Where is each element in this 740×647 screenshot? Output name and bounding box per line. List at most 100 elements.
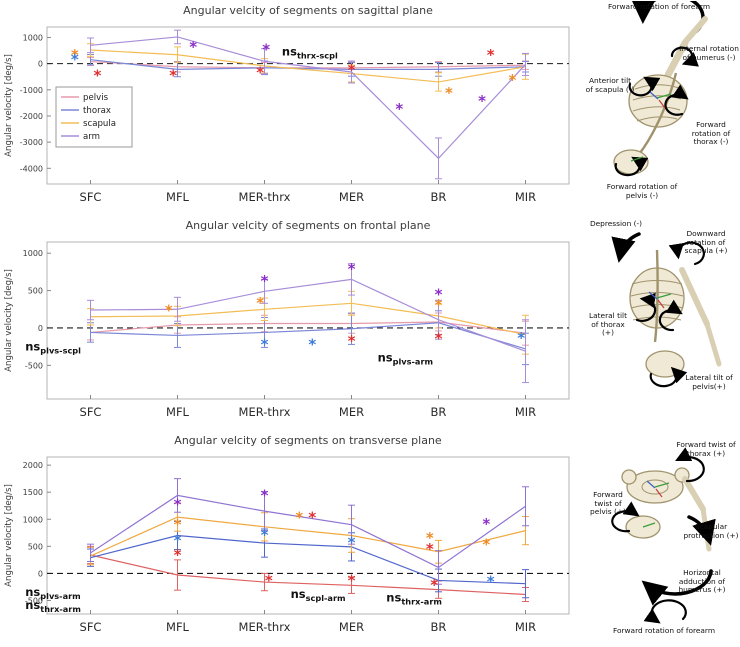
svg-text:*: * [478, 92, 486, 110]
svg-text:*: * [169, 66, 177, 84]
svg-text:*: * [395, 100, 403, 118]
svg-text:*: * [348, 260, 356, 278]
svg-text:1500: 1500 [23, 488, 43, 497]
svg-text:*: * [256, 294, 264, 312]
svg-text:*: * [94, 67, 102, 85]
svg-text:BR: BR [431, 190, 447, 204]
row-sagittal: Angular velcity of segments on sagittal … [0, 1, 740, 216]
sagittal-skeleton-graphic [613, 1, 708, 177]
svg-text:-500: -500 [25, 361, 43, 370]
annotation-forward-rotation-of-pelvis: Forward rotation of pelvis (-) [606, 182, 678, 200]
svg-text:nsthrx-arm: nsthrx-arm [25, 598, 81, 614]
svg-text:Angular velcity of segments on: Angular velcity of segments on transvers… [174, 434, 442, 447]
svg-text:MIR: MIR [515, 405, 536, 419]
row-transverse: Angular velcity of segments on transvers… [0, 431, 740, 646]
svg-text:*: * [487, 573, 495, 591]
svg-text:Angular velocity [deg/s]: Angular velocity [deg/s] [4, 484, 14, 587]
svg-text:SFC: SFC [80, 405, 102, 419]
transverse-plane-illustration: Forward twist of thorax (+) Forward twis… [585, 431, 740, 646]
svg-text:*: * [261, 526, 269, 544]
svg-text:Angular velcity of segments on: Angular velcity of segments on sagittal … [183, 4, 433, 17]
annotation-forward-twist-of-thorax: Forward twist of thorax (+) [676, 440, 736, 458]
svg-text:*: * [509, 71, 517, 89]
sagittal-plane-chart: Angular velcity of segments on sagittal … [4, 4, 570, 204]
svg-text:*: * [174, 531, 182, 549]
svg-text:*: * [348, 534, 356, 552]
svg-text:*: * [426, 540, 434, 558]
svg-text:MFL: MFL [166, 620, 190, 634]
annotation-horizontal-adduction-of-humerus: Horizontal adduction of humerus (+) [678, 568, 726, 595]
annotation-forward-rotation-of-forearm: Forward rotation of forearm [612, 626, 716, 635]
transverse-plane-chart: Angular velcity of segments on transvers… [4, 434, 570, 634]
svg-text:*: * [435, 330, 443, 348]
row-frontal: Angular velcity of segments on frontal p… [0, 216, 740, 431]
annotation-lateral-tilt-of-thorax: Lateral tilt of thorax (+) [589, 311, 627, 338]
svg-text:SFC: SFC [80, 190, 102, 204]
svg-text:SFC: SFC [80, 620, 102, 634]
svg-text:0: 0 [38, 569, 43, 578]
svg-text:*: * [71, 51, 79, 69]
svg-text:2000: 2000 [23, 461, 43, 470]
transverse-skeleton-graphic [611, 447, 716, 624]
svg-text:MER-thrx: MER-thrx [239, 405, 291, 419]
svg-text:*: * [261, 336, 269, 354]
svg-text:BR: BR [431, 405, 447, 419]
svg-text:scapula: scapula [83, 119, 116, 129]
svg-text:MER: MER [339, 190, 364, 204]
svg-text:nsplvs-arm: nsplvs-arm [25, 585, 80, 601]
svg-text:*: * [348, 571, 356, 589]
svg-text:MER: MER [339, 405, 364, 419]
svg-text:pelvis: pelvis [83, 93, 109, 103]
svg-text:MIR: MIR [515, 620, 536, 634]
svg-text:nsscpl-arm: nsscpl-arm [291, 587, 346, 603]
svg-text:*: * [308, 509, 316, 527]
svg-text:500: 500 [28, 542, 43, 551]
frontal-plane-chart: Angular velcity of segments on frontal p… [4, 219, 570, 419]
svg-text:*: * [265, 571, 273, 589]
svg-text:*: * [256, 64, 264, 82]
svg-text:*: * [435, 296, 443, 314]
svg-text:thorax: thorax [83, 106, 111, 116]
svg-text:1000: 1000 [23, 515, 43, 524]
svg-text:0: 0 [38, 324, 43, 333]
svg-text:*: * [295, 509, 303, 527]
svg-text:*: * [165, 301, 173, 319]
svg-text:*: * [435, 286, 443, 304]
annotation-forward-twist-of-pelvis: Forward twist of pelvis (+) [590, 490, 626, 517]
svg-text:BR: BR [431, 620, 447, 634]
svg-text:*: * [189, 38, 197, 56]
svg-text:MER: MER [339, 620, 364, 634]
svg-text:MIR: MIR [515, 190, 536, 204]
svg-text:nsplvs-scpl: nsplvs-scpl [25, 339, 81, 355]
annotation-scapular-protraction: Scapular protraction (+) [683, 522, 739, 540]
svg-text:-1000: -1000 [20, 86, 43, 95]
svg-text:-4000: -4000 [20, 164, 43, 173]
svg-text:*: * [487, 46, 495, 64]
svg-text:MER-thrx: MER-thrx [239, 620, 291, 634]
svg-text:Angular velcity of segments on: Angular velcity of segments on frontal p… [186, 219, 431, 232]
annotation-depression: Depression (-) [589, 219, 643, 228]
svg-text:*: * [174, 516, 182, 534]
svg-text:MFL: MFL [166, 405, 190, 419]
svg-text:*: * [517, 329, 525, 347]
svg-text:MER-thrx: MER-thrx [239, 190, 291, 204]
svg-text:*: * [308, 336, 316, 354]
svg-text:500: 500 [28, 287, 43, 296]
annotation-downward-rotation-of-scapula: Downward rotation of scapula (+) [684, 229, 728, 256]
svg-text:Angular velocity [deg/s]: Angular velocity [deg/s] [4, 54, 14, 157]
svg-text:0: 0 [38, 60, 43, 69]
svg-text:*: * [348, 332, 356, 350]
svg-text:nsplvs-arm: nsplvs-arm [378, 351, 433, 367]
svg-text:*: * [174, 496, 182, 514]
annotation-forward-rotation-of-thorax: Forward rotation of thorax (-) [691, 120, 731, 147]
svg-text:*: * [174, 546, 182, 564]
annotation-lateral-tilt-of-pelvis: Lateral tilt of pelvis(+) [685, 373, 733, 391]
svg-text:-2000: -2000 [20, 112, 43, 121]
svg-text:*: * [348, 61, 356, 79]
svg-text:Angular velocity [deg/s]: Angular velocity [deg/s] [4, 269, 14, 372]
svg-text:*: * [261, 272, 269, 290]
svg-text:1000: 1000 [23, 249, 43, 258]
sagittal-plane-illustration: Forward rotation of forearm Internal rot… [585, 1, 740, 216]
annotation-forward-rotation-of-forearm: Forward rotation of forearm [607, 2, 711, 11]
